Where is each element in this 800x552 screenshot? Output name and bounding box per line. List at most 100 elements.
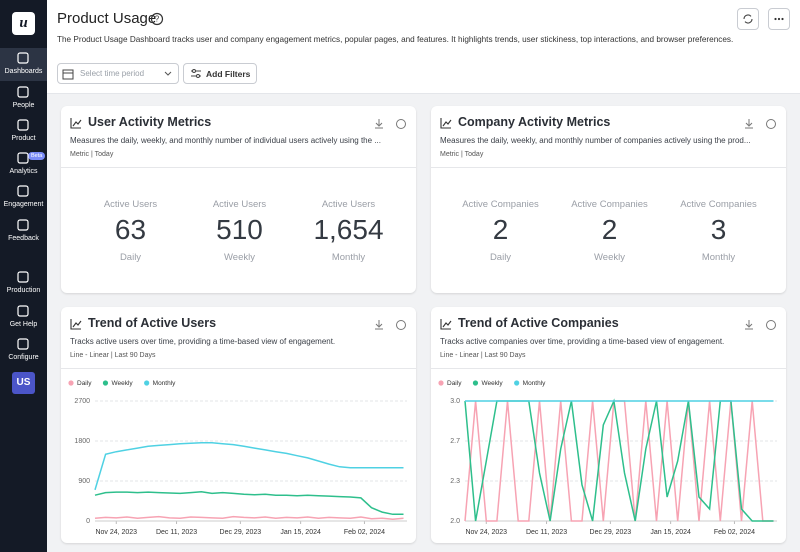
avatar[interactable]: US (12, 372, 35, 394)
page-title: Product Usage (57, 10, 156, 27)
series-line (95, 492, 404, 515)
x-tick-label: Nov 24, 2023 (465, 529, 507, 536)
metric-period: Monthly (296, 252, 401, 263)
metric-value: 2 (557, 214, 662, 246)
card-icon (69, 116, 83, 130)
metric-period: Weekly (557, 252, 662, 263)
time-period-select[interactable]: Select time period (57, 63, 179, 84)
nav-item[interactable]: People (0, 102, 47, 109)
legend-label: Daily (447, 380, 462, 387)
y-tick-label: 2.0 (450, 518, 460, 525)
nav-item[interactable]: Engagement (0, 201, 47, 208)
clock-icon (767, 321, 776, 330)
icon-shape (441, 118, 451, 128)
legend-marker (438, 380, 443, 385)
beta-badge: Beta (28, 152, 45, 160)
nav-icon (16, 85, 30, 99)
legend-marker (103, 380, 108, 385)
clock-icon (767, 120, 776, 129)
x-tick-label: Dec 29, 2023 (590, 529, 632, 536)
chart-card: Trend of Active Users Tracks active users… (61, 307, 416, 543)
icon-shape (18, 87, 28, 97)
icon-shape (18, 306, 28, 316)
y-tick-label: 0 (86, 518, 90, 525)
more-button[interactable] (768, 8, 790, 30)
x-tick-label: Dec 11, 2023 (156, 529, 197, 536)
page-description: The Product Usage Dashboard tracks user … (57, 35, 733, 44)
logo[interactable]: u (12, 12, 35, 35)
card-actions (374, 118, 408, 130)
nav-item[interactable]: Configure (0, 354, 47, 361)
y-tick-label: 900 (78, 478, 90, 485)
metric-period: Monthly (666, 252, 771, 263)
metric-label: Active Users (78, 199, 183, 210)
metric-label: Active Users (296, 199, 401, 210)
card-description: Tracks active users over time, providing… (70, 337, 400, 346)
y-tick-label: 2.7 (450, 438, 460, 445)
x-tick-label: Jan 15, 2024 (280, 529, 321, 536)
legend-label: Weekly (111, 380, 133, 387)
nav-item[interactable]: Analytics (0, 168, 47, 175)
icon-shape (18, 53, 28, 63)
legend-marker (514, 380, 519, 385)
sidebar: u Beta US Dashboards People Product Analyti… (0, 0, 47, 552)
download-icon (375, 320, 383, 329)
legend-label: Daily (77, 380, 92, 387)
card-separator (431, 167, 786, 168)
clock-icon (397, 120, 406, 129)
legend-marker (473, 380, 478, 385)
series-line (95, 517, 404, 520)
button-label: Add Filters (206, 69, 250, 79)
nav-item[interactable]: Product (0, 135, 47, 142)
legend-marker (68, 380, 73, 385)
download-icon (375, 119, 383, 128)
metric-label: Active Users (187, 199, 292, 210)
card-actions (744, 319, 778, 331)
icon-shape (18, 153, 28, 163)
metric-card: Company Activity MetricsMeasures the dai… (431, 106, 786, 293)
metric-value: 63 (78, 214, 183, 246)
series-line (465, 401, 774, 521)
chart: 2.02.32.73.0Nov 24, 2023Dec 11, 2023Dec … (431, 369, 786, 543)
download-icon (745, 320, 753, 329)
download-icon (745, 119, 753, 128)
nav-icon (16, 304, 30, 318)
nav-icon (16, 51, 30, 65)
card-title: User Activity Metrics (88, 115, 211, 129)
refresh-button[interactable] (737, 8, 759, 30)
nav-icon (16, 270, 30, 284)
nav-item[interactable]: Feedback (0, 235, 47, 242)
x-tick-label: Nov 24, 2023 (95, 529, 137, 536)
metric-label: Active Companies (448, 199, 553, 210)
icon-shape (18, 220, 28, 230)
card-description: Tracks active companies over time, provi… (440, 337, 770, 346)
help-icon[interactable]: ? (150, 12, 164, 26)
metric-period: Daily (448, 252, 553, 263)
nav-icon (16, 218, 30, 232)
card-title: Trend of Active Users (88, 316, 216, 330)
nav-item[interactable]: Production (0, 287, 47, 294)
clock-icon (397, 321, 406, 330)
x-tick-label: Jan 15, 2024 (650, 529, 691, 536)
svg-text:?: ? (155, 15, 160, 24)
add-filters-button[interactable]: Add Filters (183, 63, 257, 84)
metric-period: Weekly (187, 252, 292, 263)
icon-shape (441, 319, 451, 329)
legend-marker (144, 380, 149, 385)
card-actions (744, 118, 778, 130)
card-meta: Line - Linear | Last 90 Days (440, 352, 525, 359)
icon-shape (18, 339, 28, 349)
y-tick-label: 1800 (74, 438, 90, 445)
metric-value: 3 (666, 214, 771, 246)
metric-label: Active Companies (557, 199, 662, 210)
y-tick-label: 2.3 (450, 478, 460, 485)
legend-label: Monthly (523, 380, 547, 387)
nav-item[interactable]: Get Help (0, 321, 47, 328)
card-meta: Metric | Today (440, 151, 483, 158)
nav-item[interactable]: Dashboards (0, 68, 47, 75)
x-tick-label: Feb 02, 2024 (714, 529, 755, 536)
header: Product Usage ? The Product Usage Dashbo… (47, 0, 800, 94)
nav-icon (16, 151, 30, 165)
card-description: Measures the daily, weekly, and monthly … (440, 136, 770, 145)
